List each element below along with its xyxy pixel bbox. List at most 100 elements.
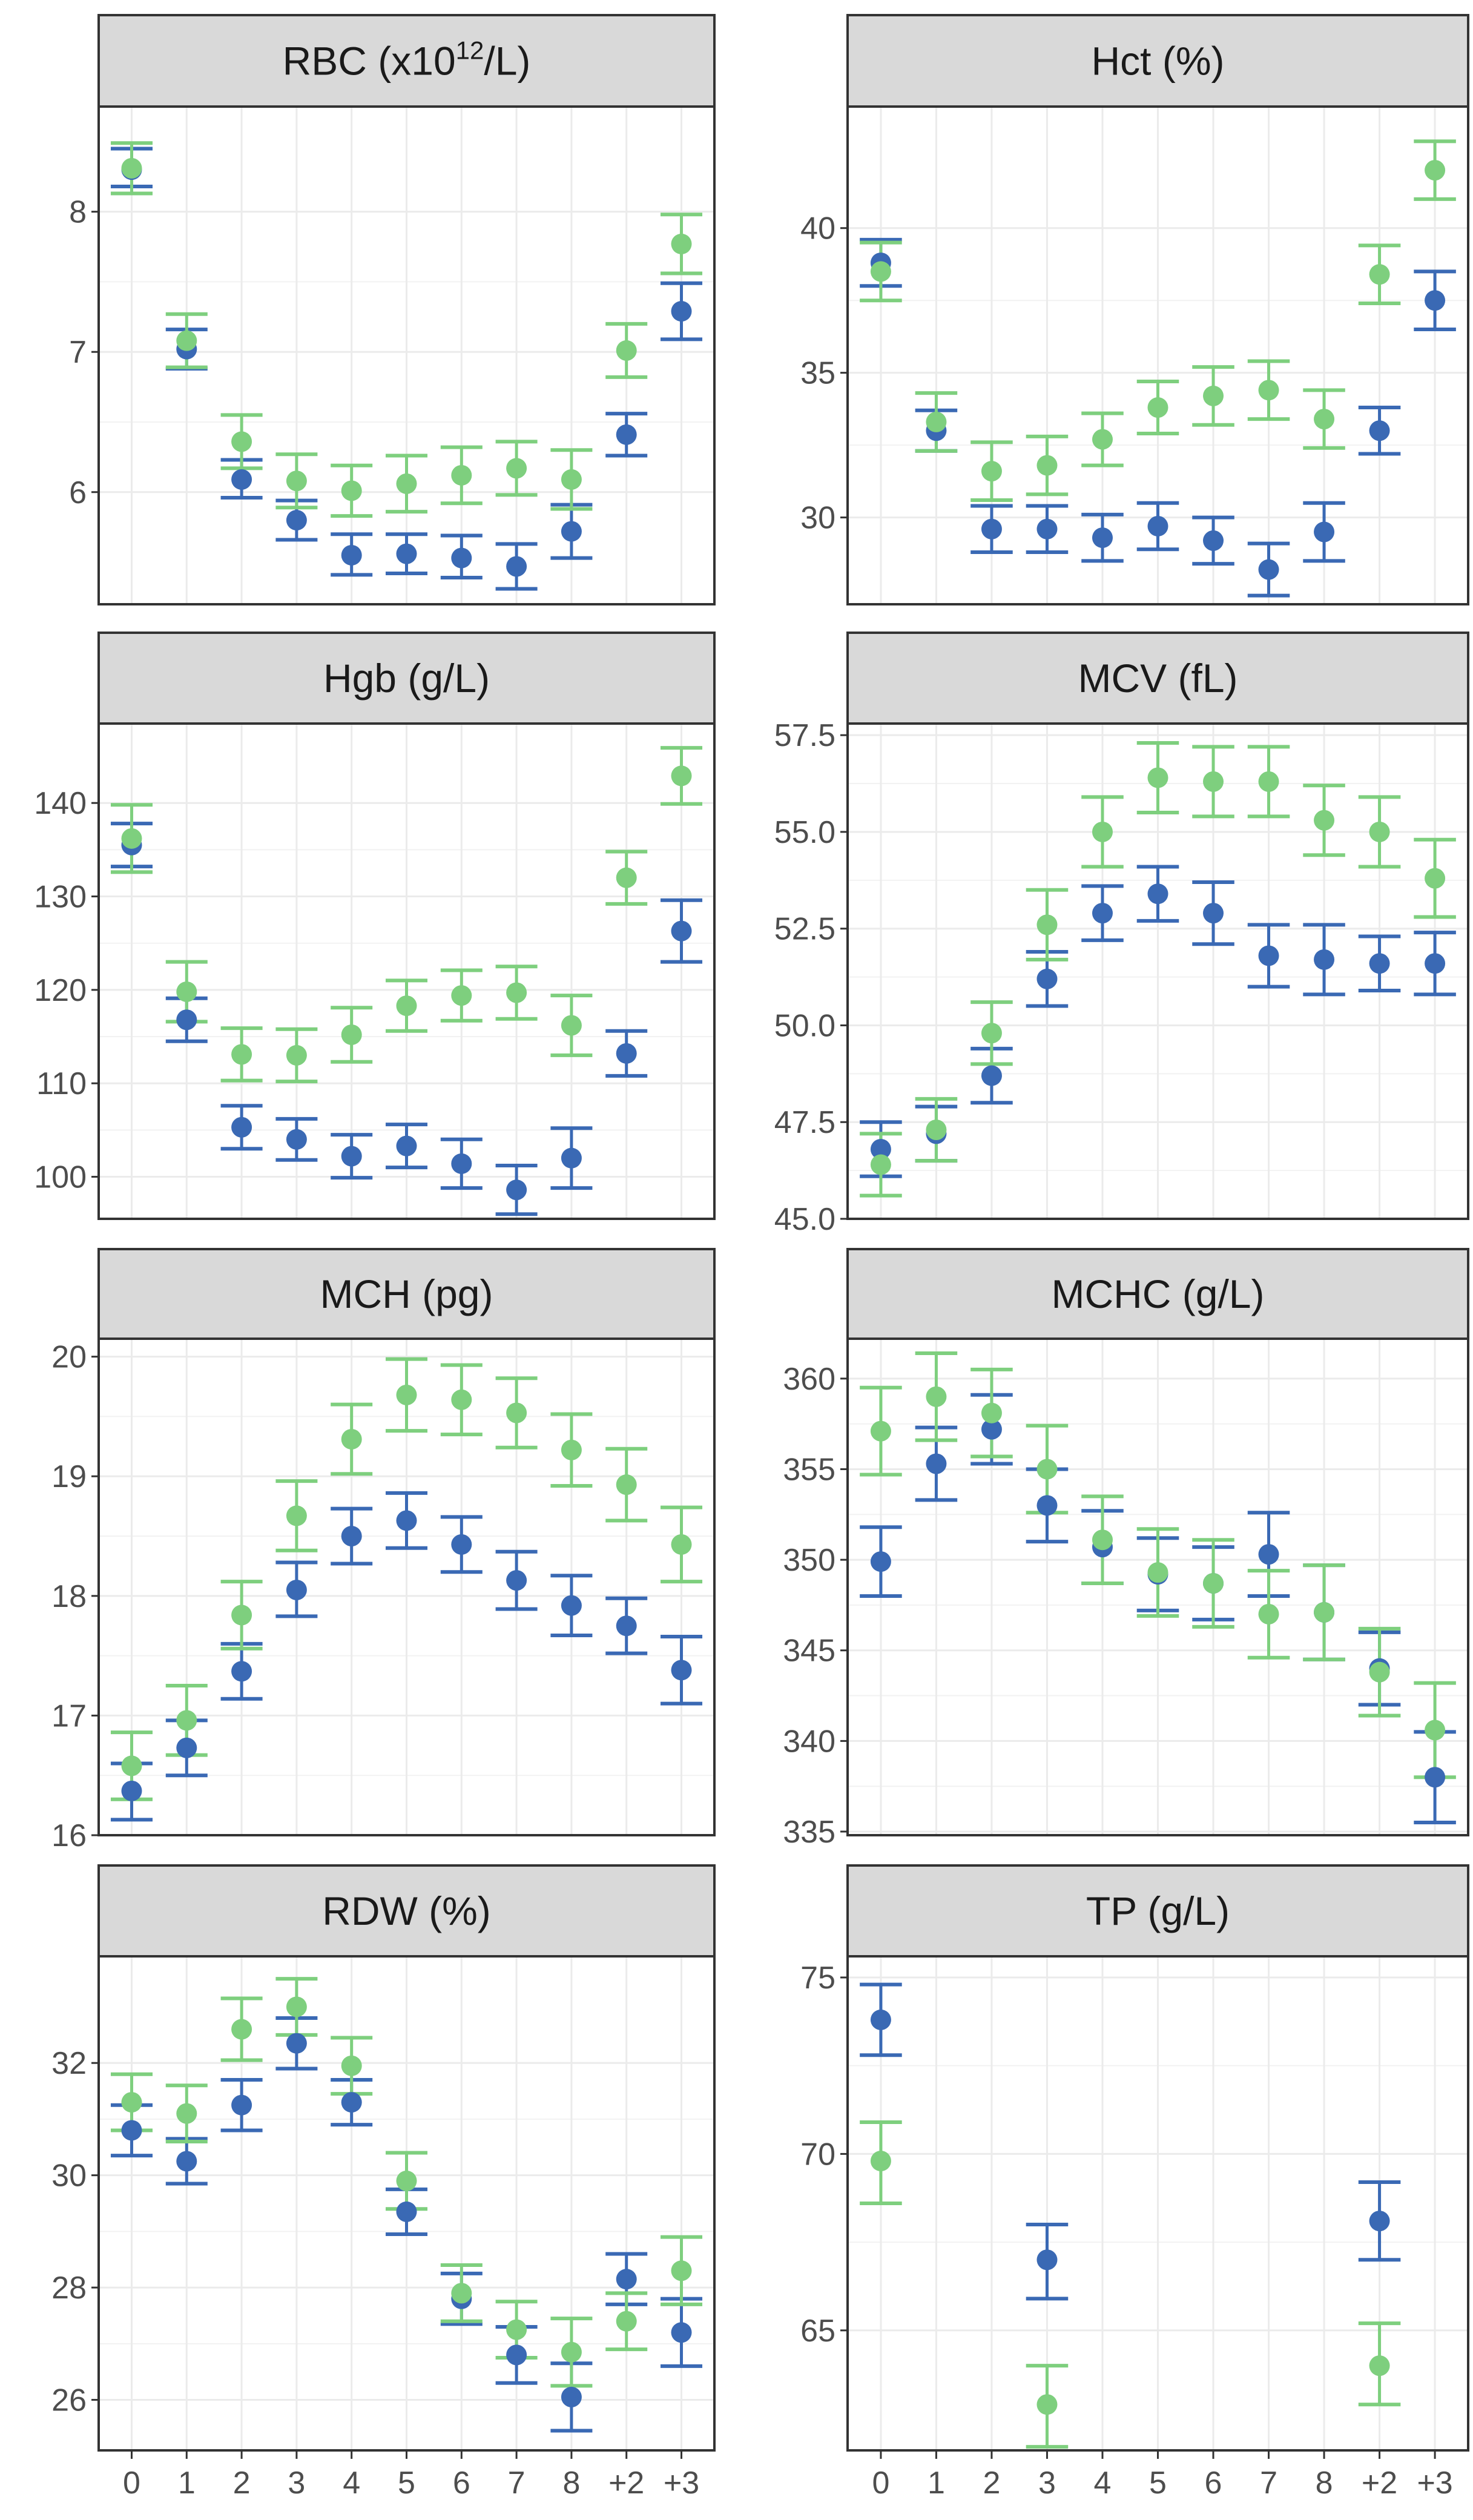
y-tick-label: 7 bbox=[69, 335, 87, 370]
data-point-green bbox=[981, 1023, 1002, 1044]
facet-strip bbox=[97, 632, 716, 725]
facet-title-text: RDW (%) bbox=[322, 1888, 491, 1933]
data-point-blue bbox=[981, 1065, 1002, 1086]
data-point-green bbox=[506, 458, 527, 479]
y-tick-label: 16 bbox=[51, 1818, 87, 1853]
data-point-blue bbox=[341, 544, 362, 566]
x-tick-label: 6 bbox=[1205, 2466, 1222, 2501]
y-tick-label: 355 bbox=[783, 1452, 835, 1487]
y-tick-label: 100 bbox=[34, 1160, 87, 1195]
data-point-green bbox=[1314, 1601, 1335, 1623]
data-point-blue bbox=[1425, 1767, 1446, 1788]
data-point-green bbox=[1092, 429, 1113, 450]
data-point-green bbox=[926, 1386, 947, 1407]
data-point-blue bbox=[1258, 1544, 1279, 1565]
y-tick-label: 57.5 bbox=[774, 718, 835, 753]
data-point-green bbox=[176, 2103, 197, 2124]
data-point-green bbox=[1369, 1661, 1390, 1683]
data-point-blue bbox=[506, 556, 527, 577]
facet-title-superscript: 12 bbox=[456, 36, 484, 65]
data-point-green bbox=[671, 1534, 692, 1555]
x-tick-label: 2 bbox=[233, 2466, 251, 2501]
data-point-blue bbox=[1092, 527, 1113, 549]
y-tick-label: 19 bbox=[51, 1459, 87, 1494]
data-point-green bbox=[1036, 1459, 1058, 1480]
y-tick-label: 47.5 bbox=[774, 1105, 835, 1140]
data-point-blue bbox=[286, 1579, 307, 1600]
y-tick-label: 20 bbox=[51, 1340, 87, 1375]
data-point-blue bbox=[396, 1510, 417, 1531]
data-point-blue bbox=[1425, 290, 1446, 311]
y-tick-label: 35 bbox=[800, 356, 835, 391]
data-point-green bbox=[1258, 380, 1279, 401]
data-point-blue bbox=[671, 920, 692, 942]
data-point-blue bbox=[616, 424, 637, 445]
y-tick-label: 18 bbox=[51, 1579, 87, 1614]
data-point-blue bbox=[176, 2151, 197, 2172]
data-point-green bbox=[231, 2019, 252, 2040]
data-point-blue bbox=[1203, 530, 1224, 551]
y-tick-label: 340 bbox=[783, 1724, 835, 1759]
data-point-green bbox=[671, 2260, 692, 2281]
data-point-green bbox=[1425, 160, 1446, 181]
x-tick-label: +3 bbox=[1417, 2466, 1452, 2501]
data-point-blue bbox=[616, 2269, 637, 2290]
facet-title-text: Hct (%) bbox=[1092, 39, 1225, 84]
data-point-blue bbox=[396, 1135, 417, 1156]
data-point-blue bbox=[981, 518, 1002, 539]
data-point-blue bbox=[121, 2120, 142, 2141]
data-point-blue bbox=[671, 2322, 692, 2343]
data-point-blue bbox=[286, 510, 307, 531]
x-tick-label: 7 bbox=[1260, 2466, 1277, 2501]
data-point-green bbox=[341, 1024, 362, 1045]
data-point-green bbox=[506, 2319, 527, 2340]
facet-title: MCV (fL) bbox=[1078, 656, 1238, 701]
data-point-green bbox=[121, 2092, 142, 2113]
y-tick-label: 360 bbox=[783, 1362, 835, 1397]
x-tick-label: 5 bbox=[398, 2466, 415, 2501]
data-point-green bbox=[396, 1384, 417, 1405]
x-tick-label: 6 bbox=[453, 2466, 470, 2501]
data-point-green bbox=[1203, 771, 1224, 792]
data-point-blue bbox=[616, 1043, 637, 1064]
data-point-green bbox=[561, 469, 582, 490]
x-tick-label: 4 bbox=[343, 2466, 360, 2501]
data-point-blue bbox=[1425, 953, 1446, 974]
data-point-green bbox=[451, 2283, 472, 2304]
data-point-green bbox=[341, 1428, 362, 1450]
x-tick-label: 8 bbox=[562, 2466, 580, 2501]
facet-title: TP (g/L) bbox=[1086, 1888, 1230, 1933]
data-point-blue bbox=[1147, 883, 1168, 905]
data-point-blue bbox=[506, 2344, 527, 2366]
data-point-blue bbox=[231, 1661, 252, 1682]
data-point-blue bbox=[671, 301, 692, 322]
panel-border bbox=[846, 722, 1469, 1220]
facet-title-text: MCH (pg) bbox=[320, 1272, 493, 1316]
panel-border bbox=[97, 1338, 716, 1836]
data-point-blue bbox=[506, 1179, 527, 1201]
y-tick-label: 345 bbox=[783, 1634, 835, 1669]
facet-panel: MCHC (g/L) 335 340 345 350 355 360 bbox=[783, 1248, 1469, 1850]
data-point-green bbox=[981, 461, 1002, 482]
data-point-green bbox=[616, 2311, 637, 2332]
data-point-green bbox=[506, 982, 527, 1003]
panel-border bbox=[97, 722, 716, 1220]
data-point-blue bbox=[506, 1570, 527, 1591]
data-point-green bbox=[1258, 771, 1279, 792]
data-point-green bbox=[121, 828, 142, 849]
x-tick-label: 3 bbox=[1038, 2466, 1056, 2501]
data-point-blue bbox=[561, 521, 582, 542]
facet-strip bbox=[97, 1248, 716, 1340]
data-point-green bbox=[1036, 455, 1058, 476]
data-point-blue bbox=[231, 469, 252, 490]
x-tick-label: +3 bbox=[664, 2466, 699, 2501]
x-tick-label: 5 bbox=[1149, 2466, 1167, 2501]
y-tick-label: 32 bbox=[51, 2046, 87, 2081]
facet-strip bbox=[846, 14, 1469, 108]
data-point-blue bbox=[451, 1534, 472, 1555]
data-point-green bbox=[286, 470, 307, 492]
data-point-blue bbox=[870, 1138, 891, 1159]
x-tick-label: 8 bbox=[1316, 2466, 1333, 2501]
y-tick-label: 6 bbox=[69, 475, 87, 510]
data-point-green bbox=[561, 1439, 582, 1460]
